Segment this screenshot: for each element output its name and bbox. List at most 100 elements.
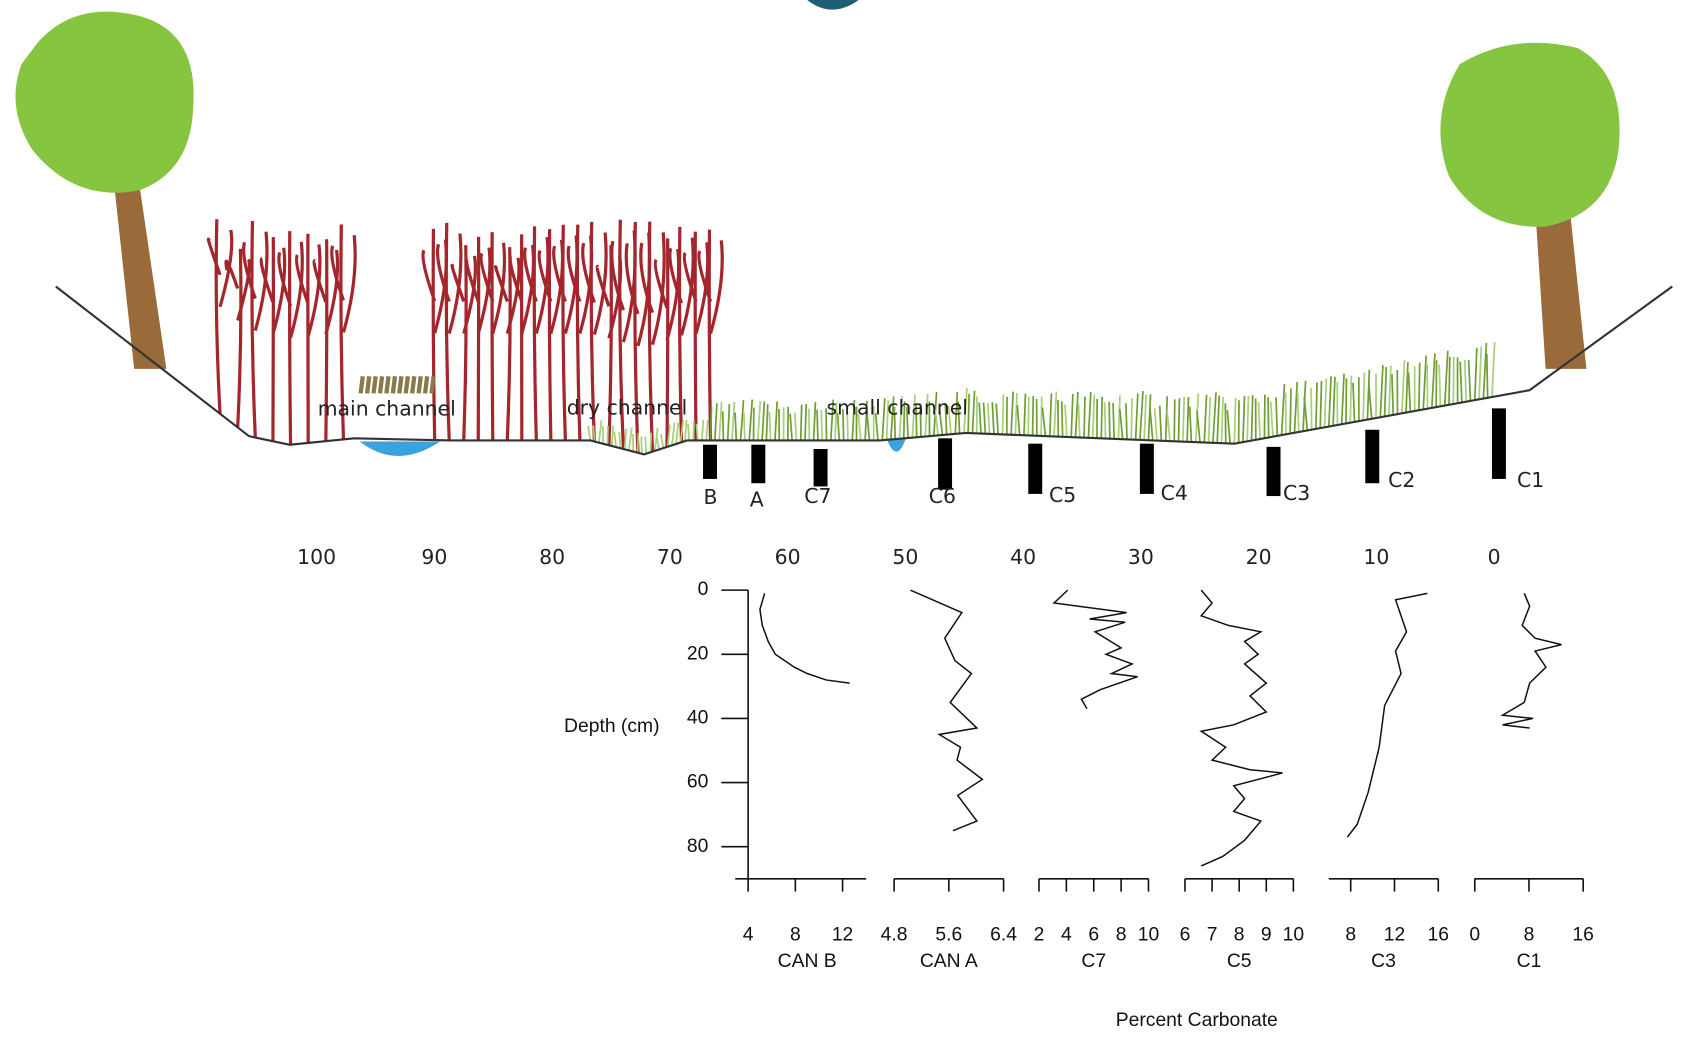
distance-tick-label: 70 xyxy=(657,545,683,569)
grass xyxy=(1234,398,1235,443)
grass xyxy=(661,434,663,448)
y-tick-label: 20 xyxy=(687,643,708,664)
grass xyxy=(790,414,792,441)
core xyxy=(751,445,765,483)
grass xyxy=(1054,392,1056,437)
distance-tick-label: 10 xyxy=(1363,545,1389,569)
grass xyxy=(612,426,613,446)
x-tick-label: 5.6 xyxy=(935,925,962,946)
tree-crown xyxy=(1440,43,1619,227)
grass xyxy=(1419,363,1420,410)
shrub xyxy=(244,221,267,438)
grass xyxy=(732,402,734,441)
grass xyxy=(1062,401,1063,437)
x-tick-label: 8 xyxy=(1524,925,1535,946)
grass xyxy=(1282,384,1285,435)
grass xyxy=(619,432,620,448)
grass xyxy=(762,401,764,440)
x-tick-label: 16 xyxy=(1572,925,1593,946)
grass xyxy=(1017,405,1019,435)
grass xyxy=(1469,360,1471,401)
grass xyxy=(1113,403,1114,439)
grass xyxy=(1408,372,1410,411)
grass xyxy=(1290,388,1291,433)
grass xyxy=(1465,360,1466,402)
x-tick-label: 6 xyxy=(1088,925,1099,946)
core xyxy=(703,445,717,479)
grass xyxy=(1439,365,1440,407)
core xyxy=(1365,430,1379,483)
core-label: C1 xyxy=(1517,468,1544,492)
grass xyxy=(599,420,602,442)
grass xyxy=(1155,408,1158,440)
grass xyxy=(1392,374,1393,415)
reed xyxy=(406,376,408,393)
channel-label: main channel xyxy=(318,396,456,420)
grass xyxy=(992,402,994,434)
carbonate-profile xyxy=(1503,593,1562,728)
grass xyxy=(1183,397,1184,442)
grass xyxy=(697,424,698,440)
grass xyxy=(693,421,694,440)
reed xyxy=(412,376,414,393)
grass xyxy=(744,412,745,440)
grass xyxy=(1109,402,1110,439)
grass xyxy=(1174,399,1175,441)
grass xyxy=(1015,393,1017,435)
grass xyxy=(1227,410,1230,443)
grass xyxy=(1479,346,1481,399)
reed xyxy=(425,376,427,393)
grass xyxy=(1380,365,1383,417)
grass xyxy=(1144,395,1146,440)
grass xyxy=(1402,360,1405,413)
distance-tick-label: 40 xyxy=(1010,545,1036,569)
core xyxy=(1492,408,1506,479)
reed xyxy=(374,376,376,393)
grass xyxy=(766,404,767,440)
grass xyxy=(614,432,616,447)
grass xyxy=(805,404,806,440)
grass xyxy=(988,403,990,434)
grass xyxy=(638,433,639,452)
grass xyxy=(1140,391,1143,440)
shrub xyxy=(297,234,320,443)
figure: main channel dry channel small channel D… xyxy=(0,0,1683,1037)
carbonate-profile xyxy=(760,593,850,683)
grass xyxy=(1187,397,1188,442)
grass xyxy=(1101,397,1102,439)
grass xyxy=(1150,409,1153,441)
grass xyxy=(1126,403,1127,439)
grass xyxy=(1003,395,1004,435)
grass xyxy=(1325,379,1327,428)
grass xyxy=(723,411,724,440)
core-label: C4 xyxy=(1161,481,1188,505)
grass xyxy=(1118,395,1119,439)
grass xyxy=(817,410,818,441)
carbonate-profile xyxy=(1347,593,1427,837)
distance-tick-label: 30 xyxy=(1128,545,1154,569)
grass xyxy=(676,422,678,444)
x-tick-label: 6 xyxy=(1180,925,1191,946)
grass xyxy=(1088,392,1090,438)
x-tick-label: 2 xyxy=(1034,925,1045,946)
grass xyxy=(1167,410,1170,441)
grass xyxy=(706,420,707,441)
core-label: C2 xyxy=(1388,468,1415,492)
grass xyxy=(968,394,969,433)
grass xyxy=(1179,398,1180,441)
core-label: B xyxy=(704,485,718,509)
grass xyxy=(1369,384,1372,419)
main-channel-water xyxy=(360,442,441,456)
grass xyxy=(741,400,744,440)
grass xyxy=(984,403,986,434)
x-tick-label: 12 xyxy=(1384,925,1405,946)
grass xyxy=(1071,394,1073,437)
grass xyxy=(1078,403,1079,437)
grass xyxy=(1294,382,1297,433)
panel-title: C5 xyxy=(1227,951,1252,972)
grass xyxy=(1041,397,1042,436)
core xyxy=(1140,444,1154,494)
x-tick-label: 16 xyxy=(1428,925,1449,946)
carbonate-profile xyxy=(911,590,983,831)
x-tick-label: 4 xyxy=(743,925,754,946)
